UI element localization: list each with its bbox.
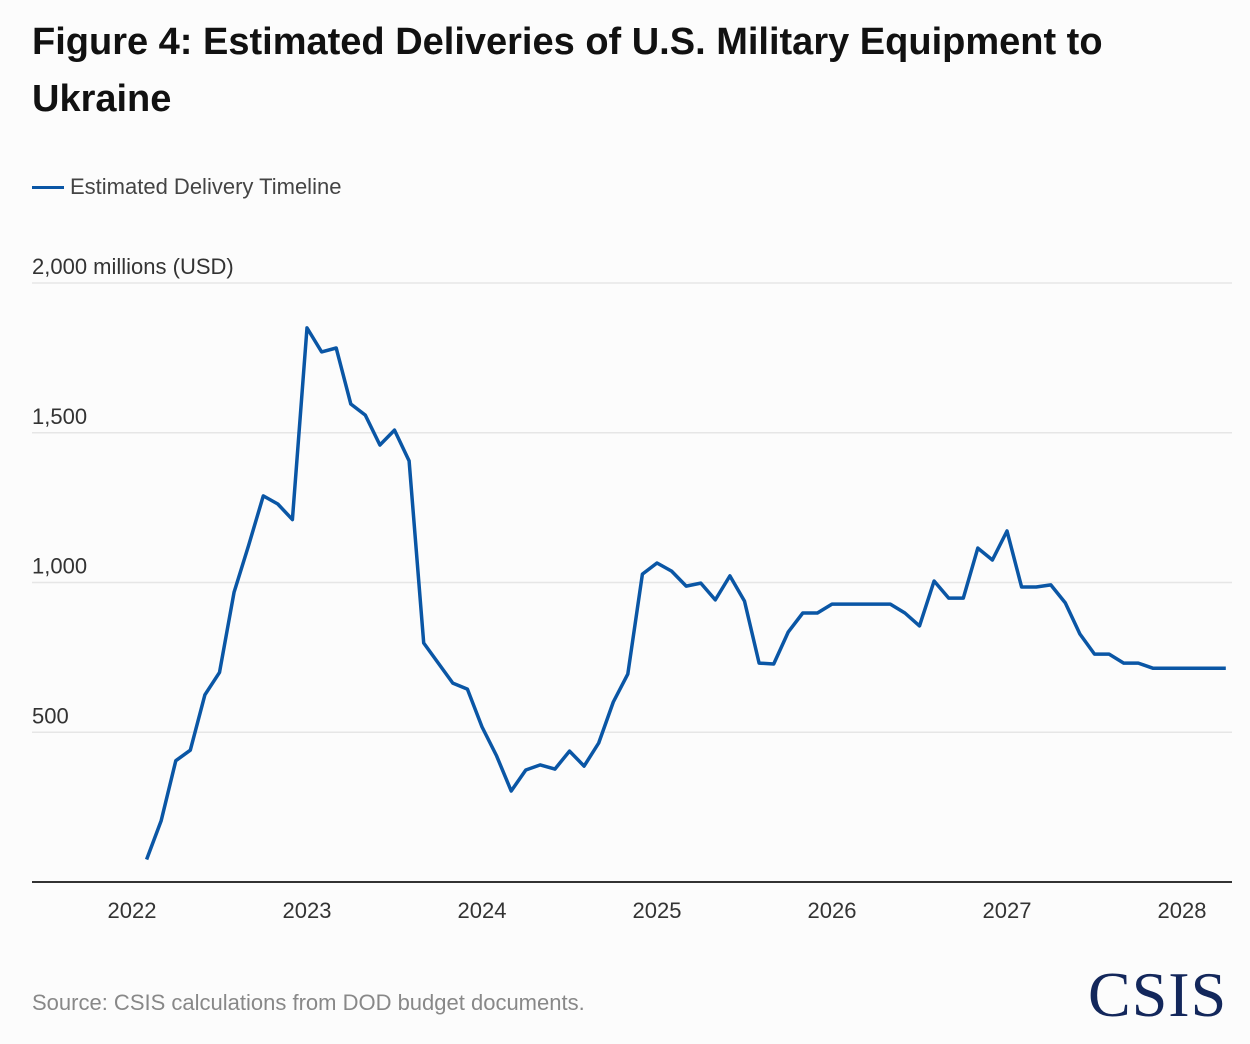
- y-tick-label: 1,500: [32, 404, 87, 429]
- source-note: Source: CSIS calculations from DOD budge…: [32, 990, 585, 1015]
- x-tick-label: 2028: [1158, 898, 1207, 923]
- legend: Estimated Delivery Timeline: [32, 174, 341, 200]
- legend-swatch: [32, 185, 64, 189]
- x-tick-label: 2023: [283, 898, 332, 923]
- x-tick-label: 2022: [108, 898, 157, 923]
- x-tick-label: 2024: [458, 898, 507, 923]
- y-tick-label: 1,000: [32, 554, 87, 579]
- y-tick-label: 500: [32, 703, 69, 728]
- series-line-estimated-delivery: [144, 326, 1226, 861]
- line-chart: 2,000 millions (USD) 500 1,000 1,500 2022 202…: [32, 254, 1232, 923]
- legend-label: Estimated Delivery Timeline: [70, 174, 342, 199]
- x-tick-label: 2025: [633, 898, 682, 923]
- x-tick-label: 2027: [983, 898, 1032, 923]
- y-axis-top-label: 2,000 millions (USD): [32, 254, 234, 279]
- x-tick-label: 2026: [808, 898, 857, 923]
- chart-title: Figure 4: Estimated Deliveries of U.S. M…: [32, 21, 1103, 120]
- csis-logo: CSIS: [1088, 959, 1228, 1030]
